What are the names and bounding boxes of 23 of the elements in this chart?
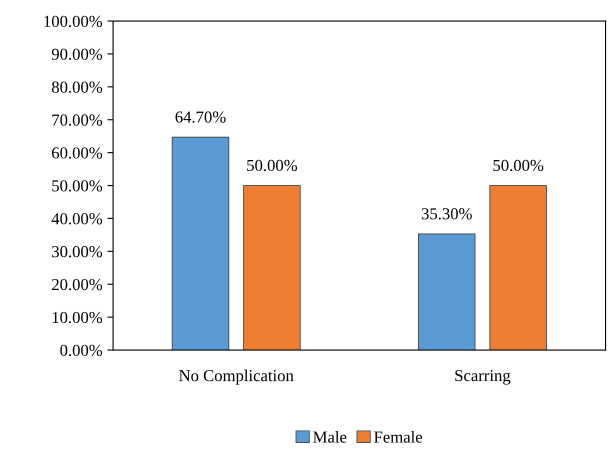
y-tick-label: 40.00% <box>52 213 102 224</box>
legend-label: Female <box>374 430 422 443</box>
x-tick-label: No Complication <box>179 370 294 385</box>
data-label: 64.70% <box>176 111 226 123</box>
data-label: 50.00% <box>493 160 544 172</box>
legend-label: Male <box>313 430 346 443</box>
bar <box>243 185 301 350</box>
y-tick-label: 10.00% <box>52 312 102 324</box>
y-tick-label: 70.00% <box>52 114 102 126</box>
bar <box>172 136 230 350</box>
y-tick-label: 0.00% <box>60 344 102 356</box>
bar <box>418 233 476 350</box>
y-tick-label: 90.00% <box>52 48 102 60</box>
x-tick-label: Scarring <box>455 370 510 385</box>
y-tick-label: 80.00% <box>52 82 102 93</box>
bar <box>489 185 547 350</box>
y-tick-label: 30.00% <box>52 246 102 258</box>
y-tick-label: 50.00% <box>52 180 102 192</box>
y-tick-label: 20.00% <box>52 278 102 290</box>
data-label: 50.00% <box>247 160 298 172</box>
y-tick-label: 100.00% <box>44 16 102 28</box>
data-label: 35.30% <box>422 208 472 220</box>
y-tick-label: 60.00% <box>52 147 102 159</box>
